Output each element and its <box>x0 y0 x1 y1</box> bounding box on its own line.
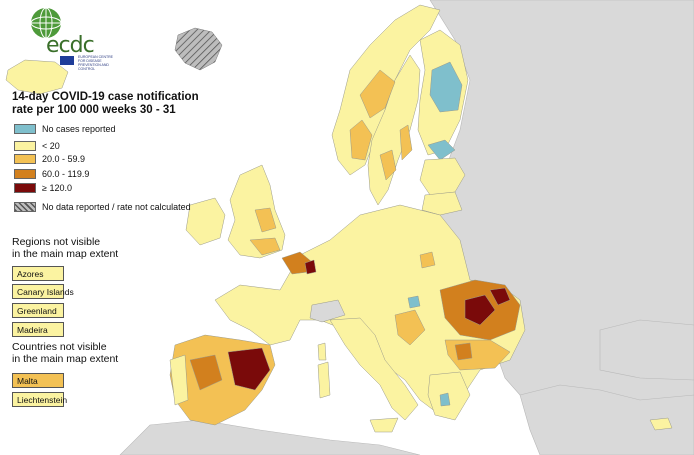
italy <box>329 317 419 421</box>
logo-subtitle: EUROPEAN CENTRE FOR DISEASE PREVENTION A… <box>78 55 114 71</box>
cyprus <box>649 417 673 431</box>
greece-no-cases <box>439 392 451 407</box>
poland-spot <box>419 251 436 269</box>
sardinia <box>317 361 331 399</box>
legend-swatch <box>14 168 36 179</box>
ecdc-logo: ecdc EUROPEAN CENTRE FOR DISEASE PREVENT… <box>20 5 113 71</box>
legend-item-60-120: 60.0 - 119.9 <box>14 168 89 179</box>
inset-greenland: Greenland <box>12 303 64 318</box>
switzerland <box>309 299 346 323</box>
greece <box>427 371 471 421</box>
regions-not-visible-title: Regions not visible in the main map exte… <box>12 236 119 260</box>
iceland <box>5 59 69 95</box>
globe-icon <box>30 7 62 39</box>
sicily <box>369 417 399 433</box>
legend-swatch <box>14 153 36 164</box>
luxembourg <box>304 259 317 275</box>
legend-swatch <box>14 140 36 151</box>
legend-title: 14-day COVID-19 case notification rate p… <box>12 91 199 116</box>
corsica <box>317 342 327 361</box>
iberia-high <box>227 347 271 391</box>
inset-canary-islands: Canary Islands <box>12 284 74 299</box>
austria-spot <box>407 295 421 309</box>
inset-malta: Malta <box>12 373 64 388</box>
inset-madeira: Madeira <box>12 322 64 337</box>
countries-not-visible-title: Countries not visible in the main map ex… <box>12 341 119 365</box>
eu-flag-icon <box>60 56 74 65</box>
svalbard-no-data <box>174 27 223 71</box>
legend-item-no-cases: No cases reported <box>14 123 116 134</box>
inset-liechtenstein: Liechtenstein <box>12 392 67 407</box>
legend-item-lt20: < 20 <box>14 140 60 151</box>
portugal <box>169 354 189 406</box>
croatia-region <box>394 309 426 346</box>
legend-item-no-data: No data reported / rate not calculated <box>14 201 191 212</box>
legend-item-20-60: 20.0 - 59.9 <box>14 153 85 164</box>
legend-swatch <box>14 182 36 193</box>
inset-azores: Azores <box>12 266 64 281</box>
scandinavia <box>331 4 469 206</box>
iberia-mid <box>189 354 223 391</box>
legend-item-gte120: ≥ 120.0 <box>14 182 72 193</box>
legend-swatch <box>14 123 36 134</box>
legend-swatch-hatch <box>14 201 36 212</box>
romania-bulgaria <box>439 279 521 371</box>
logo-wordmark: ecdc <box>46 33 95 58</box>
uk-ireland <box>185 164 286 259</box>
baltics <box>419 157 466 216</box>
